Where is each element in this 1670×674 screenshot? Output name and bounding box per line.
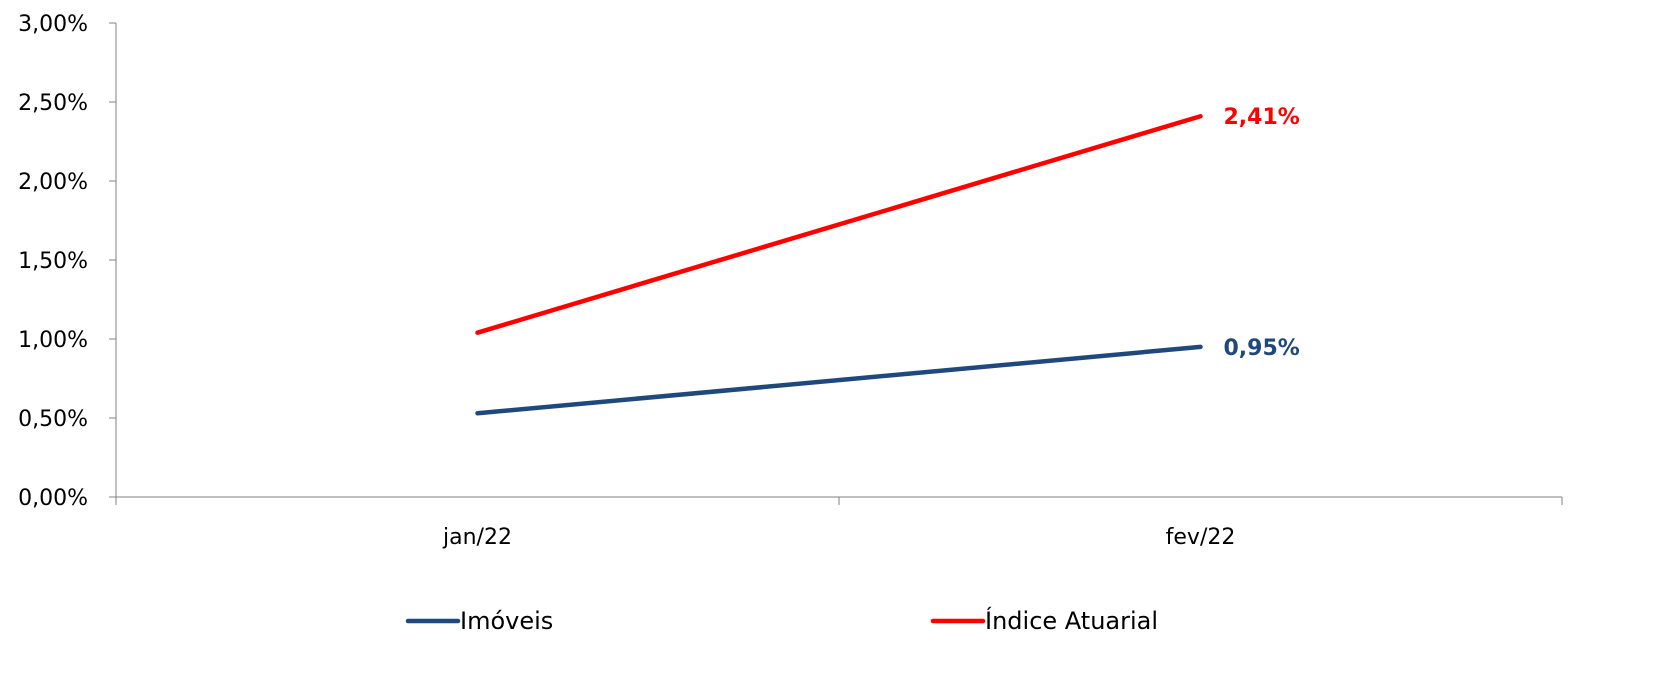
series-lines [475, 113, 1203, 416]
data-labels: 0,95% 2,41% [1224, 105, 1300, 361]
data-label: 0,95% [1224, 336, 1300, 361]
series-line [475, 113, 1203, 335]
y-tick-label: 1,00% [18, 328, 88, 353]
legend-label: Imóveis [460, 607, 553, 635]
y-tick-label: 1,50% [18, 249, 88, 274]
data-label: 2,41% [1224, 105, 1300, 130]
series-line [475, 344, 1203, 416]
x-axis-ticks: jan/22 fev/22 [115, 497, 1563, 550]
x-tick-label: fev/22 [1166, 525, 1236, 550]
legend-label: Índice Atuarial [985, 606, 1158, 635]
axes [115, 23, 1562, 498]
x-tick-label: jan/22 [442, 525, 512, 550]
y-tick-label: 2,00% [18, 170, 88, 195]
y-tick-label: 3,00% [18, 12, 88, 37]
legend: Imóveis Índice Atuarial [405, 606, 1158, 635]
y-tick-label: 0,00% [18, 486, 88, 511]
y-tick-label: 2,50% [18, 91, 88, 116]
y-tick-label: 0,50% [18, 407, 88, 432]
y-axis-ticks: 0,00% 0,50% 1,00% 1,50% 2,00% 2,50% 3,00% [18, 12, 116, 511]
